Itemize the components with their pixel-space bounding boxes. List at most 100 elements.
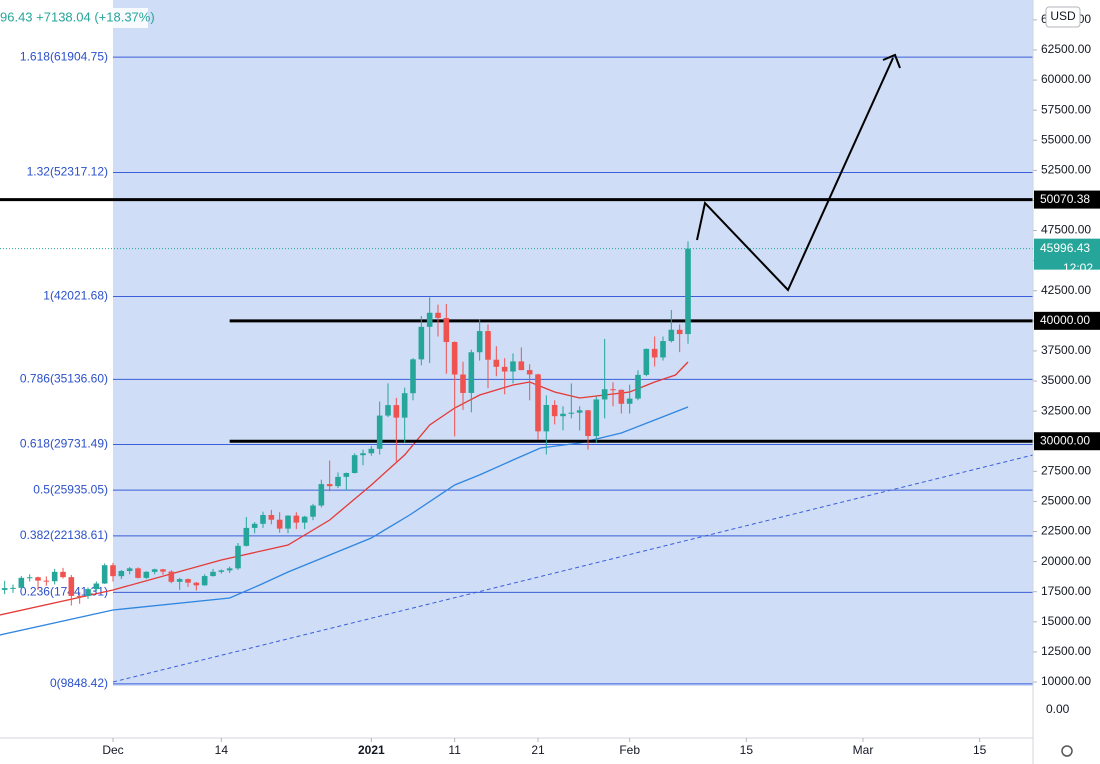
date-range-region <box>113 0 1033 686</box>
candle-body <box>193 582 200 586</box>
candle-body <box>526 370 533 375</box>
candle-body <box>660 341 666 358</box>
candle-body <box>260 515 266 524</box>
x-tick-label: 14 <box>215 743 229 757</box>
y-tick-label: 47500.00 <box>1041 223 1091 237</box>
level-price-label: 50070.38 <box>1040 192 1090 206</box>
fib-label: 0.382(22138.61) <box>20 528 108 542</box>
candle-body <box>418 326 425 360</box>
axis-layer: 10000.00 12500.00 15000.00 17500.00 20000.00… <box>102 12 1100 757</box>
candle-body <box>535 374 541 432</box>
settings-icon[interactable] <box>1061 745 1073 757</box>
y-tick-label: 22500.00 <box>1041 524 1091 538</box>
candle-body <box>493 359 500 367</box>
candle-body <box>601 389 608 400</box>
candle-body <box>635 374 641 399</box>
candle-body <box>176 579 183 582</box>
candle-body <box>593 399 600 437</box>
candle-body <box>110 565 116 577</box>
level-price-label: 40000.00 <box>1040 313 1090 327</box>
candle-body <box>101 565 108 584</box>
candle-body <box>368 448 375 454</box>
candle-body <box>326 484 333 487</box>
y-tick-label: 15000.00 <box>1041 614 1091 628</box>
candle-body <box>343 473 350 477</box>
candle-body <box>310 505 316 517</box>
currency: USD <box>1050 9 1076 23</box>
candle-body <box>510 361 516 372</box>
y-tick-label: 52500.00 <box>1041 163 1091 177</box>
candle-body <box>585 410 591 437</box>
y-tick-label: 35000.00 <box>1041 373 1091 387</box>
candle-body <box>451 342 458 375</box>
candle-body <box>568 412 575 414</box>
moving-average <box>0 406 689 636</box>
candle-body <box>435 312 441 318</box>
candle-body <box>626 398 633 404</box>
fib-label: 0.5(25935.05) <box>33 482 108 496</box>
candle-body <box>1 588 8 590</box>
last-price-box <box>1034 238 1100 270</box>
candle-body <box>243 527 250 546</box>
candle-body <box>643 348 650 375</box>
candle-body <box>460 374 466 393</box>
candle-body <box>501 366 508 372</box>
currency-box[interactable] <box>1045 6 1081 28</box>
candle-body <box>618 389 625 404</box>
candle-body <box>401 393 408 418</box>
level-price-box <box>1034 311 1100 330</box>
candle-body <box>135 568 141 578</box>
candle-body <box>160 569 166 572</box>
y-tick-label: 27500.00 <box>1041 463 1091 477</box>
candle-body <box>543 404 550 432</box>
candle-body <box>518 361 525 371</box>
candle-body <box>351 455 358 474</box>
trend-line <box>112 454 1034 683</box>
x-tick-label: 15 <box>973 743 987 757</box>
candle-body <box>610 389 616 391</box>
level-price-label: 30000.00 <box>1040 433 1090 447</box>
candle-body <box>10 587 16 589</box>
last-price-label: 45996.43 <box>1040 241 1090 255</box>
drawn-arrow <box>696 57 894 292</box>
candle-body <box>251 523 258 528</box>
candle-body <box>35 577 41 581</box>
candle-body <box>335 476 341 487</box>
candle-body <box>226 568 233 571</box>
fib-label: 0.618(29731.49) <box>20 437 108 451</box>
candle-body <box>551 404 558 417</box>
candle-body <box>143 571 150 578</box>
candle-body <box>468 352 475 393</box>
candle-body <box>485 331 491 360</box>
candle-body <box>285 515 291 529</box>
fib-label: 0.786(35136.60) <box>20 372 108 386</box>
y-tick-label: 60000.00 <box>1041 72 1091 86</box>
candle-body <box>668 329 675 342</box>
candle-body <box>126 568 133 572</box>
candle-body <box>393 405 400 418</box>
candle-body <box>85 589 91 597</box>
y-tick-label: 37500.00 <box>1041 343 1091 357</box>
candle-body <box>18 577 25 588</box>
candle-body <box>201 576 208 586</box>
candle-body <box>301 516 308 523</box>
fib-layer: 1.618(61904.75) 1.32(52317.12) 1(42021.68)… <box>20 49 1033 690</box>
candle-body <box>676 329 683 335</box>
candle-body <box>26 577 33 579</box>
candle-body <box>185 579 191 583</box>
y-tick-label: 17500.00 <box>1041 584 1091 598</box>
candle-body <box>68 577 75 596</box>
y-tick-label: 32500.00 <box>1041 403 1091 417</box>
fib-label: 1(42021.68) <box>43 289 108 303</box>
y-tick-label: 57500.00 <box>1041 102 1091 116</box>
candle-body <box>376 415 383 449</box>
level-price-box <box>1034 190 1100 209</box>
candle-body <box>60 571 66 578</box>
fib-label: 1.618(61904.75) <box>20 49 108 63</box>
candle-body <box>385 405 391 416</box>
x-tick-label: Mar <box>853 743 874 757</box>
candle-body <box>218 570 225 572</box>
candle-body <box>360 453 366 456</box>
y-tick-label: 42500.00 <box>1041 283 1091 297</box>
